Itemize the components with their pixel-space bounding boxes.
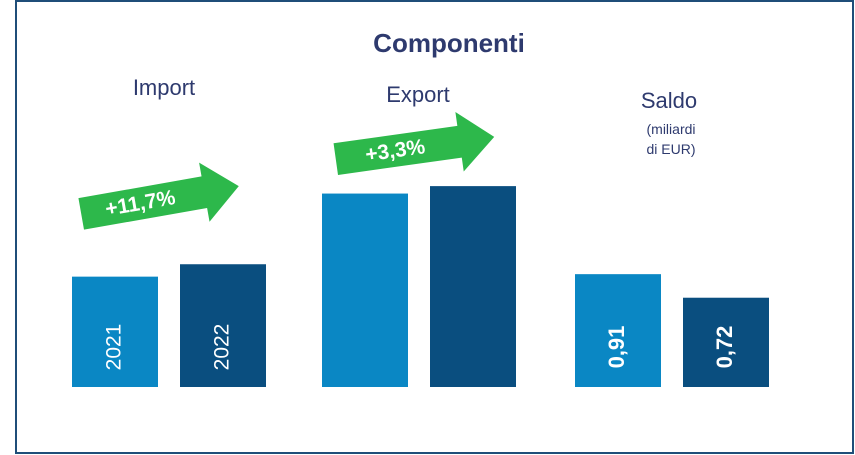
bar	[322, 193, 408, 387]
group-label: Export	[386, 82, 450, 107]
group-subtitle: di EUR)	[646, 141, 695, 157]
bar	[575, 274, 661, 387]
arrow-shape	[333, 112, 495, 175]
arrow-shape	[78, 162, 239, 230]
chart-title: Componenti	[373, 28, 525, 58]
bar	[72, 276, 158, 387]
value-label: 0,72	[712, 326, 737, 369]
group-subtitle: (miliardi	[647, 121, 696, 137]
bar	[180, 264, 266, 387]
category-label: 2022	[211, 324, 234, 371]
category-label: 2021	[103, 324, 126, 371]
group-label: Import	[133, 75, 195, 100]
change-arrow: +11,7%	[78, 162, 239, 230]
value-label: 0,91	[604, 326, 629, 369]
bar	[430, 186, 516, 387]
group-label: Saldo	[641, 88, 697, 113]
bar	[683, 297, 769, 387]
change-arrow: +3,3%	[333, 112, 495, 175]
